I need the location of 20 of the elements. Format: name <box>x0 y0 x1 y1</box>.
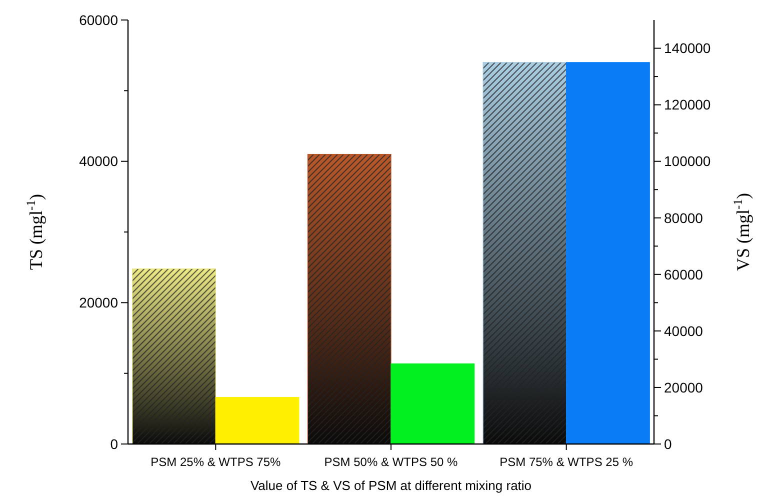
y2-tick-label: 100000 <box>664 153 711 170</box>
bar <box>307 154 392 444</box>
y2-tick-label: 0 <box>664 436 672 452</box>
y-tick-label: 40000 <box>79 153 118 170</box>
bar <box>132 268 216 444</box>
y2-tick-label: 140000 <box>664 40 711 56</box>
y2-tick-label: 120000 <box>664 96 711 113</box>
x-tick-label: PSM 75% & WTPS 25 % <box>500 455 634 469</box>
y-tick-label: 0 <box>110 436 118 452</box>
x-axis-title: Value of TS & VS of PSM at different mixing ratio <box>250 478 532 493</box>
y-tick-label: 20000 <box>79 294 118 311</box>
x-tick-label: PSM 25% & WTPS 75% <box>150 455 282 469</box>
y2-tick-label: 80000 <box>664 210 704 226</box>
x-tick-label: PSM 50% & WTPS 50 % <box>324 455 458 469</box>
bar <box>215 397 300 444</box>
y-tick-label: 60000 <box>79 12 118 28</box>
y2-tick-label: 20000 <box>664 379 704 396</box>
y2-tick-label: 60000 <box>664 266 704 282</box>
bar <box>390 363 475 444</box>
y2-tick-label: 40000 <box>664 322 704 339</box>
